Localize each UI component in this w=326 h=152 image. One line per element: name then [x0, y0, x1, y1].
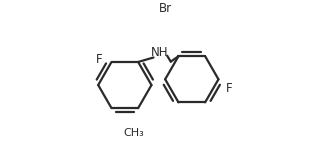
Text: NH: NH: [151, 46, 168, 59]
Text: F: F: [96, 53, 102, 66]
Text: CH₃: CH₃: [123, 128, 144, 138]
Text: F: F: [226, 82, 232, 95]
Text: Br: Br: [159, 2, 172, 15]
